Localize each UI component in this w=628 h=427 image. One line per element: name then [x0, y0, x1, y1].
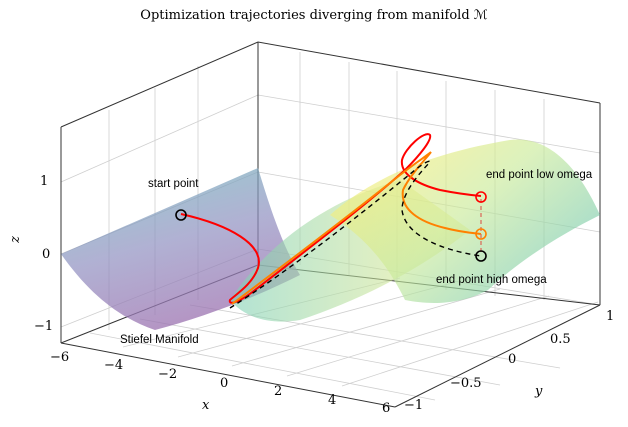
- y-tick: −0.5: [450, 376, 482, 391]
- end-point-low-omega-label: end point low omega: [486, 169, 593, 181]
- x-tick: −6: [50, 350, 70, 365]
- chart-title: Optimization trajectories diverging from…: [140, 8, 488, 23]
- trajectory-high-omega: [229, 160, 482, 309]
- trajectory-mid-omega: [231, 151, 482, 305]
- start-point-marker: [175, 209, 187, 221]
- y-axis-label: y: [535, 384, 543, 399]
- x-tick: −4: [104, 358, 124, 373]
- x-tick: −2: [158, 367, 178, 382]
- z-tick: 1: [40, 174, 49, 189]
- x-tick: 0: [220, 376, 229, 391]
- manifold-label: Stiefel Manifold: [120, 334, 199, 346]
- y-tick: 0: [508, 352, 517, 367]
- z-tick: 0: [42, 247, 51, 262]
- end-point-low-omega-marker: [475, 191, 487, 203]
- y-tick: 1: [606, 309, 615, 324]
- x-axis-label: x: [202, 398, 210, 413]
- x-tick: 4: [328, 393, 337, 408]
- z-tick: −1: [34, 319, 54, 334]
- y-tick: 0.5: [550, 332, 571, 347]
- x-tick: 6: [382, 401, 391, 416]
- end-point-high-omega-marker: [475, 250, 487, 262]
- end-point-high-omega-label: end point high omega: [436, 274, 547, 286]
- start-point-label: start point: [148, 178, 199, 190]
- surface-right: [330, 139, 600, 303]
- end-point-mid-omega-marker: [475, 228, 487, 240]
- y-tick: −1: [404, 398, 424, 413]
- x-tick: 2: [274, 384, 283, 399]
- trajectories: [180, 133, 482, 309]
- z-axis-label: z: [7, 236, 23, 243]
